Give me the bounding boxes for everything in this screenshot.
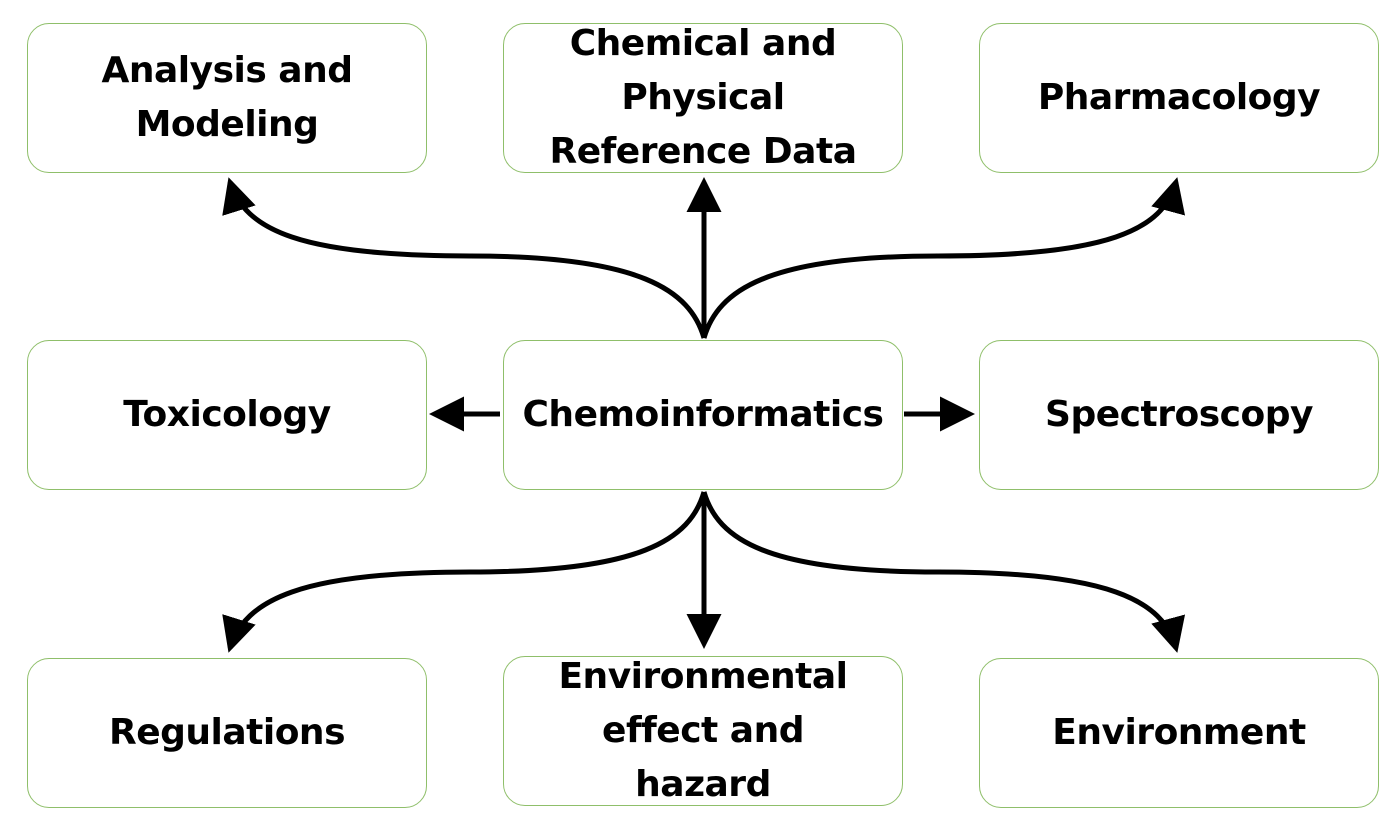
node-label-chemoinformatics: Chemoinformatics bbox=[522, 394, 884, 435]
node-chemical-physical: Chemical and Physical Reference Data bbox=[503, 23, 903, 173]
node-label-regulations: Regulations bbox=[108, 712, 346, 753]
node-label-spectroscopy: Spectroscopy bbox=[1045, 394, 1313, 435]
arrow-to-pharmacology bbox=[701, 177, 1186, 339]
node-label-environmental-effect: Environmental effect and hazard bbox=[558, 656, 848, 805]
node-label-chemical-physical: Chemical and Physical Reference Data bbox=[549, 23, 857, 172]
node-analysis-modeling: Analysis and Modeling bbox=[27, 23, 427, 173]
arrow-to-analysis-modeling bbox=[222, 177, 707, 339]
node-regulations: Regulations bbox=[27, 658, 427, 808]
node-spectroscopy: Spectroscopy bbox=[979, 340, 1379, 490]
node-chemoinformatics: Chemoinformatics bbox=[503, 340, 903, 490]
node-environment: Environment bbox=[979, 658, 1379, 808]
node-label-pharmacology: Pharmacology bbox=[1037, 77, 1321, 118]
node-label-toxicology: Toxicology bbox=[123, 394, 331, 435]
arrow-to-regulations bbox=[222, 491, 707, 653]
node-environmental-effect: Environmental effect and hazard bbox=[503, 656, 903, 806]
node-label-analysis-modeling: Analysis and Modeling bbox=[101, 50, 353, 145]
arrow-to-environment bbox=[701, 491, 1186, 653]
node-toxicology: Toxicology bbox=[27, 340, 427, 490]
node-label-environment: Environment bbox=[1052, 712, 1306, 753]
node-pharmacology: Pharmacology bbox=[979, 23, 1379, 173]
